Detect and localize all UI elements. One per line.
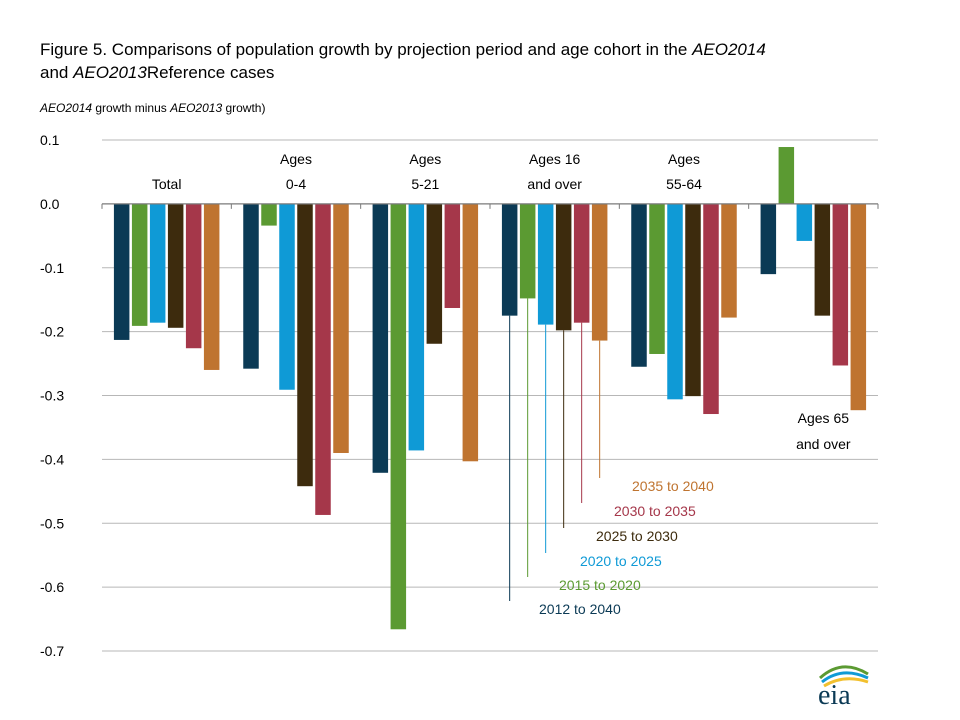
eia-logo: eia — [818, 665, 869, 708]
bar-ages16-5 — [591, 203, 608, 341]
title-text-3: Reference cases — [146, 63, 275, 82]
category-label-ages65: Ages 65 — [798, 410, 850, 426]
bar-ages0_4-4 — [315, 203, 331, 515]
legend-label: 2035 to 2040 — [632, 478, 714, 494]
bar-ages0_4-3 — [297, 203, 313, 487]
legend-label: 2025 to 2030 — [596, 528, 678, 544]
category-label-ages55_64: Ages — [668, 151, 700, 167]
category-label-ages55_64: 55-64 — [666, 176, 702, 192]
legend-label: 2030 to 2035 — [614, 503, 696, 519]
legend-label: 2015 to 2020 — [559, 577, 641, 593]
bar-total-2 — [149, 203, 166, 323]
title-italic-1: AEO2014 — [692, 40, 766, 59]
bar-total-1 — [131, 203, 148, 326]
bar-ages55_64-0 — [631, 203, 647, 367]
category-label-total: Total — [152, 176, 182, 192]
bar-ages5_21-4 — [444, 203, 461, 308]
subtitle-text-2: growth) — [222, 101, 266, 115]
category-label-ages16: and over — [527, 176, 582, 192]
bar-ages16-0 — [501, 203, 518, 316]
category-label-ages16: Ages 16 — [529, 151, 581, 167]
bar-ages0_4-2 — [279, 203, 295, 390]
bar-ages65-5 — [850, 203, 867, 411]
subtitle-italic-2: AEO2013 — [170, 101, 223, 115]
legend-label: 2020 to 2025 — [580, 553, 662, 569]
bar-ages65-1 — [778, 147, 795, 204]
bar-ages16-4 — [573, 203, 590, 323]
y-tick-label: -0.3 — [40, 388, 64, 404]
y-tick-label: 0.0 — [40, 196, 60, 212]
category-label-ages65: and over — [796, 436, 851, 452]
title-text-1: Figure 5. Comparisons of population grow… — [40, 40, 693, 59]
bar-ages55_64-3 — [685, 203, 701, 397]
bar-ages16-2 — [537, 203, 554, 325]
category-label-ages0_4: 0-4 — [286, 176, 306, 192]
bar-ages5_21-0 — [372, 203, 389, 473]
bar-total-4 — [185, 203, 202, 349]
bar-ages0_4-5 — [333, 203, 349, 453]
bar-ages55_64-1 — [649, 203, 665, 354]
bar-ages65-3 — [814, 203, 831, 316]
legend-label: 2012 to 2040 — [539, 601, 621, 617]
bar-ages5_21-5 — [462, 203, 479, 462]
bar-total-3 — [167, 203, 184, 328]
subtitle-italic-1: AEO2014 — [40, 101, 93, 115]
y-tick-label: -0.4 — [40, 451, 64, 467]
y-tick-label: -0.1 — [40, 260, 64, 276]
bar-ages5_21-2 — [408, 203, 425, 451]
bar-ages65-4 — [832, 203, 849, 366]
bar-ages65-2 — [796, 203, 813, 241]
category-label-ages0_4: Ages — [280, 151, 312, 167]
bar-ages55_64-5 — [721, 203, 737, 318]
bar-ages5_21-1 — [390, 203, 407, 630]
logo-text: eia — [818, 680, 851, 708]
title-italic-2: AEO2013 — [73, 63, 147, 82]
title-text-2: and — [40, 63, 74, 82]
chart-subtitle: AEO2014 growth minus AEO2013 growth) — [40, 101, 265, 115]
category-label-ages5_21: Ages — [409, 151, 441, 167]
bar-ages65-0 — [760, 203, 777, 275]
bar-total-5 — [203, 203, 220, 370]
category-label-ages5_21: 5-21 — [411, 176, 439, 192]
y-tick-label: -0.6 — [40, 579, 64, 595]
bar-ages5_21-3 — [426, 203, 443, 344]
subtitle-text-1: growth minus — [92, 101, 171, 115]
bar-total-0 — [113, 203, 130, 340]
bar-ages0_4-1 — [261, 203, 277, 226]
y-tick-label: -0.2 — [40, 324, 64, 340]
y-tick-label: 0.1 — [40, 132, 60, 148]
bar-ages55_64-2 — [667, 203, 683, 400]
y-tick-label: -0.5 — [40, 515, 64, 531]
bar-ages0_4-0 — [243, 203, 259, 369]
bar-ages16-1 — [519, 203, 536, 299]
bar-ages16-3 — [555, 203, 572, 331]
chart-title: Figure 5. Comparisons of population grow… — [40, 38, 880, 84]
bar-ages55_64-4 — [703, 203, 719, 415]
y-tick-label: -0.7 — [40, 643, 64, 659]
